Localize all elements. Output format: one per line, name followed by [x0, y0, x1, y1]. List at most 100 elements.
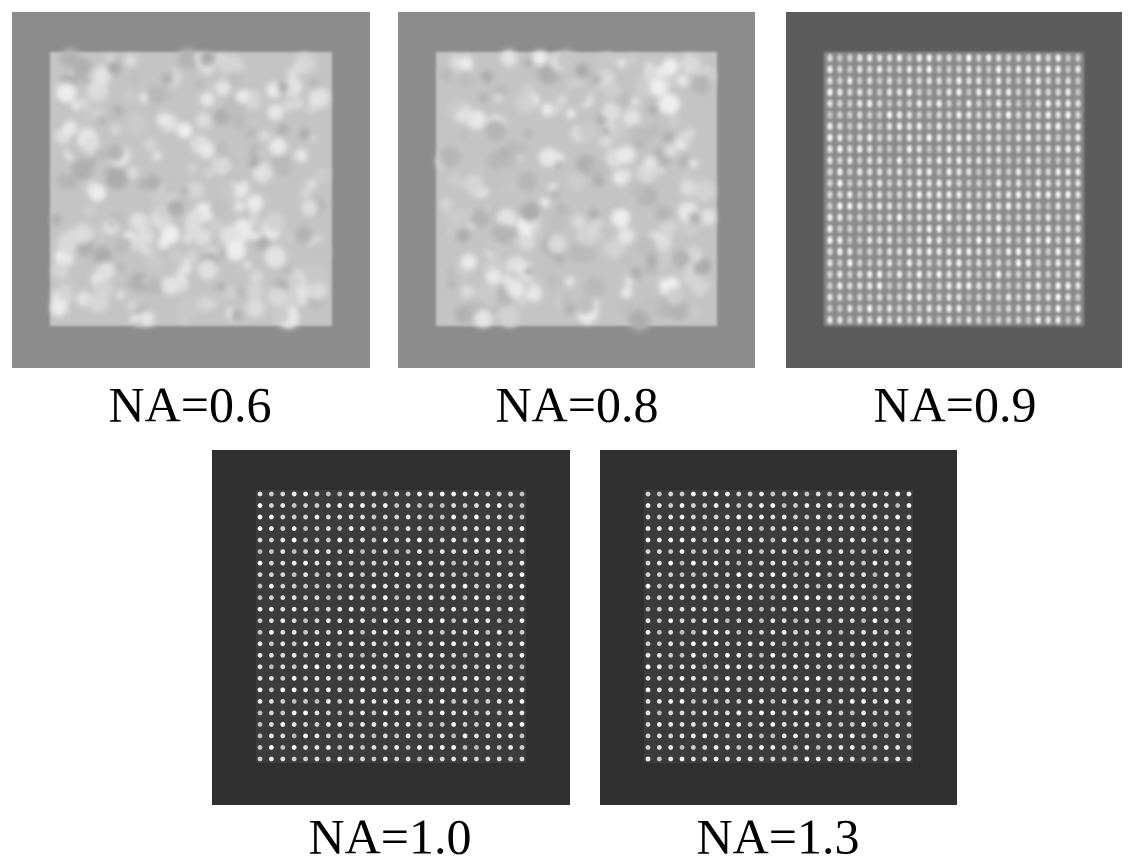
spot [946, 145, 951, 153]
spot [887, 282, 892, 290]
spot [907, 213, 912, 221]
spot [714, 618, 719, 623]
spot [680, 549, 685, 554]
spot [520, 618, 525, 623]
spot [917, 270, 922, 278]
spot [1026, 236, 1031, 244]
speckle [572, 215, 586, 229]
spot [884, 538, 889, 543]
spot [383, 492, 388, 497]
spot [827, 213, 832, 221]
spot [428, 676, 433, 681]
spot [816, 538, 821, 543]
spot [867, 236, 872, 244]
spot [417, 757, 422, 762]
spot [394, 561, 399, 566]
spot [850, 561, 855, 566]
spot [946, 77, 951, 85]
spot [850, 526, 855, 531]
spot [847, 77, 852, 85]
spot [508, 607, 513, 612]
spot [867, 179, 872, 187]
speckle [137, 55, 145, 63]
spot [966, 213, 971, 221]
spot [857, 111, 862, 119]
spot [269, 503, 274, 508]
spot [847, 282, 852, 290]
spot [326, 526, 331, 531]
spot [804, 757, 809, 762]
spot [269, 607, 274, 612]
spot [976, 293, 981, 301]
spot [315, 538, 320, 543]
speckle [128, 71, 141, 84]
spot [736, 618, 741, 623]
spot [937, 168, 942, 176]
speckle [116, 262, 125, 271]
spot [303, 607, 308, 612]
spot [1056, 305, 1061, 313]
spot [850, 607, 855, 612]
spot [937, 157, 942, 165]
speckle [634, 128, 651, 145]
spot [839, 526, 844, 531]
spot [816, 561, 821, 566]
speckle [584, 276, 605, 297]
speckle [78, 98, 89, 109]
spot [520, 584, 525, 589]
spot [917, 179, 922, 187]
spot [996, 111, 1001, 119]
spot [966, 134, 971, 142]
spot [485, 538, 490, 543]
spot [315, 561, 320, 566]
spot [996, 100, 1001, 108]
speckle [492, 224, 513, 245]
spot [303, 595, 308, 600]
spot [337, 653, 342, 658]
spot [884, 492, 889, 497]
spot [895, 699, 900, 704]
spot [861, 503, 866, 508]
spot [782, 584, 787, 589]
spot [897, 134, 902, 142]
spot [1056, 168, 1061, 176]
spot [691, 687, 696, 692]
spot [897, 225, 902, 233]
spot [873, 676, 878, 681]
spot [394, 653, 399, 658]
spot [485, 584, 490, 589]
spot [966, 282, 971, 290]
spot [966, 248, 971, 256]
spot [406, 538, 411, 543]
spot [349, 503, 354, 508]
spot [917, 100, 922, 108]
spot [406, 549, 411, 554]
spot [657, 572, 662, 577]
spot [837, 213, 842, 221]
spot [451, 515, 456, 520]
spot [996, 168, 1001, 176]
spot [857, 191, 862, 199]
image-panel [12, 12, 370, 368]
speckle [689, 159, 699, 169]
spot [1075, 293, 1080, 301]
spot [680, 699, 685, 704]
spot [847, 157, 852, 165]
spot [867, 111, 872, 119]
spot [986, 225, 991, 233]
spot [748, 653, 753, 658]
speckle [72, 159, 93, 180]
spot [646, 549, 651, 554]
spot [850, 653, 855, 658]
spot [680, 584, 685, 589]
spot [895, 549, 900, 554]
spot [895, 595, 900, 600]
spot [1006, 293, 1011, 301]
spot [759, 630, 764, 635]
spot [816, 676, 821, 681]
spot [748, 618, 753, 623]
spot [417, 572, 422, 577]
speckle [231, 309, 242, 320]
spot [907, 100, 912, 108]
speckle [216, 282, 226, 292]
